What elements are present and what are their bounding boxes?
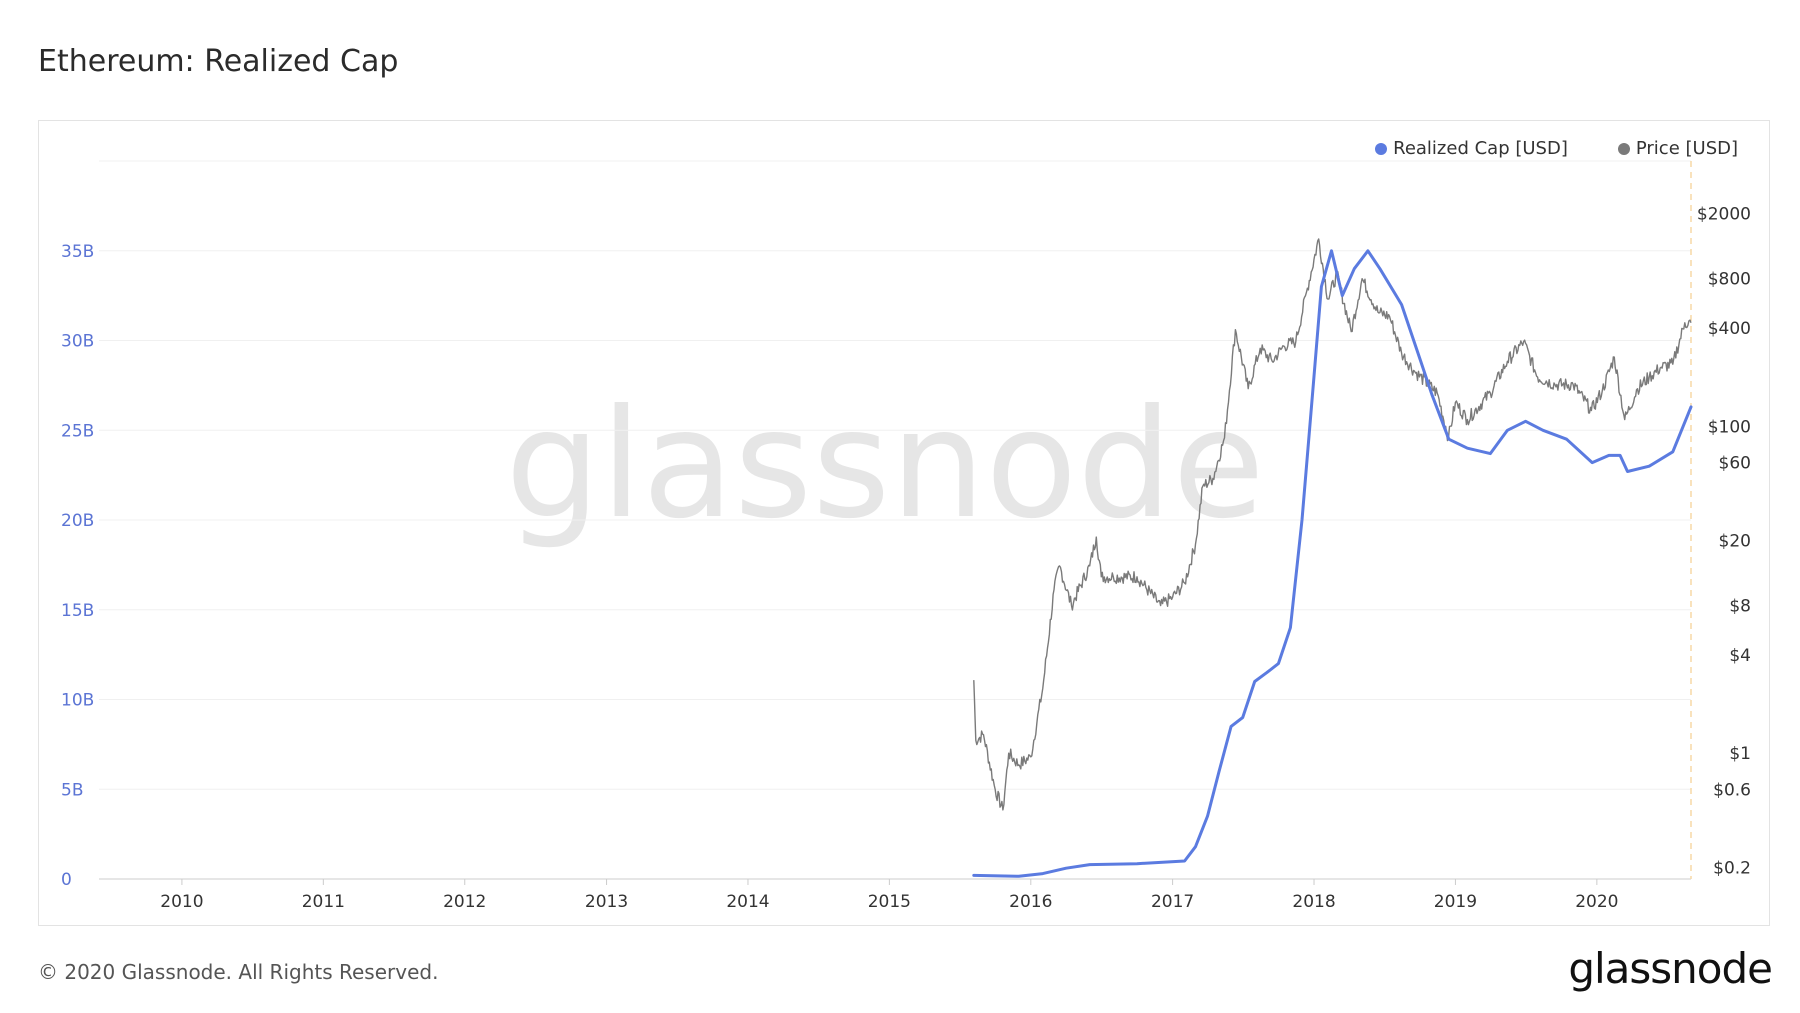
y-right-tick-label: $0.6 [1713,780,1751,800]
y-left-tick-label: 10B [61,691,94,711]
legend-label-realized-cap: Realized Cap [USD] [1393,138,1568,159]
y-right-tick-label: $1 [1729,744,1751,764]
x-tick-label: 2014 [726,892,769,912]
legend-label-price: Price [USD] [1635,138,1738,159]
legend-dot-price [1617,142,1630,155]
y-left-tick-label: 15B [61,601,94,621]
y-right-tick-label: $2000 [1697,205,1751,225]
page-title: Ethereum: Realized Cap [38,44,399,79]
x-tick-label: 2015 [868,892,911,912]
y-right-tick-label: $400 [1708,319,1751,339]
y-right-tick-label: $8 [1729,597,1751,617]
y-right-tick-label: $800 [1708,270,1751,290]
legend: Realized Cap [USD] Price [USD] [1375,138,1738,159]
y-right-tick-label: $60 [1719,454,1751,474]
y-right-tick-label: $0.2 [1713,858,1751,878]
footer-logo: glassnode [1568,944,1773,993]
series-line-realized-cap [972,249,1693,878]
x-tick-label: 2016 [1009,892,1052,912]
y-right-tick-label: $20 [1719,532,1751,552]
y-left-tick-label: 5B [61,780,83,800]
chart-frame: glassnode 0 5B 10B 15B 20B 25B 30B 35B $0.2 $0.6 $1… [38,120,1770,926]
y-right-tick-label: $4 [1729,646,1751,666]
legend-item-price[interactable]: Price [USD] [1617,138,1738,159]
y-left-tick-label: 25B [61,421,94,441]
x-tick-label: 2010 [160,892,203,912]
x-tick-label: 2019 [1434,892,1477,912]
x-tick-label: 2018 [1292,892,1335,912]
y-left-tick-label: 0 [61,870,72,890]
legend-dot-realized-cap [1375,142,1388,155]
y-left-tick-label: 30B [61,332,94,352]
x-tick-label: 2020 [1575,892,1618,912]
x-tick-label: 2012 [443,892,486,912]
x-tick-label: 2011 [302,892,345,912]
series-line-price [973,238,1692,811]
y-left-tick-label: 35B [61,242,94,262]
x-tick-label: 2013 [585,892,628,912]
watermark-text: glassnode [505,378,1264,552]
chart-svg: glassnode 0 5B 10B 15B 20B 25B 30B 35B $0.2 $0.6 $1… [61,160,1751,912]
footer-copyright: © 2020 Glassnode. All Rights Reserved. [38,960,439,984]
y-left-tick-label: 20B [61,511,94,531]
y-right-tick-label: $100 [1708,417,1751,437]
x-tick-label: 2017 [1151,892,1194,912]
legend-item-realized-cap[interactable]: Realized Cap [USD] [1375,138,1568,159]
